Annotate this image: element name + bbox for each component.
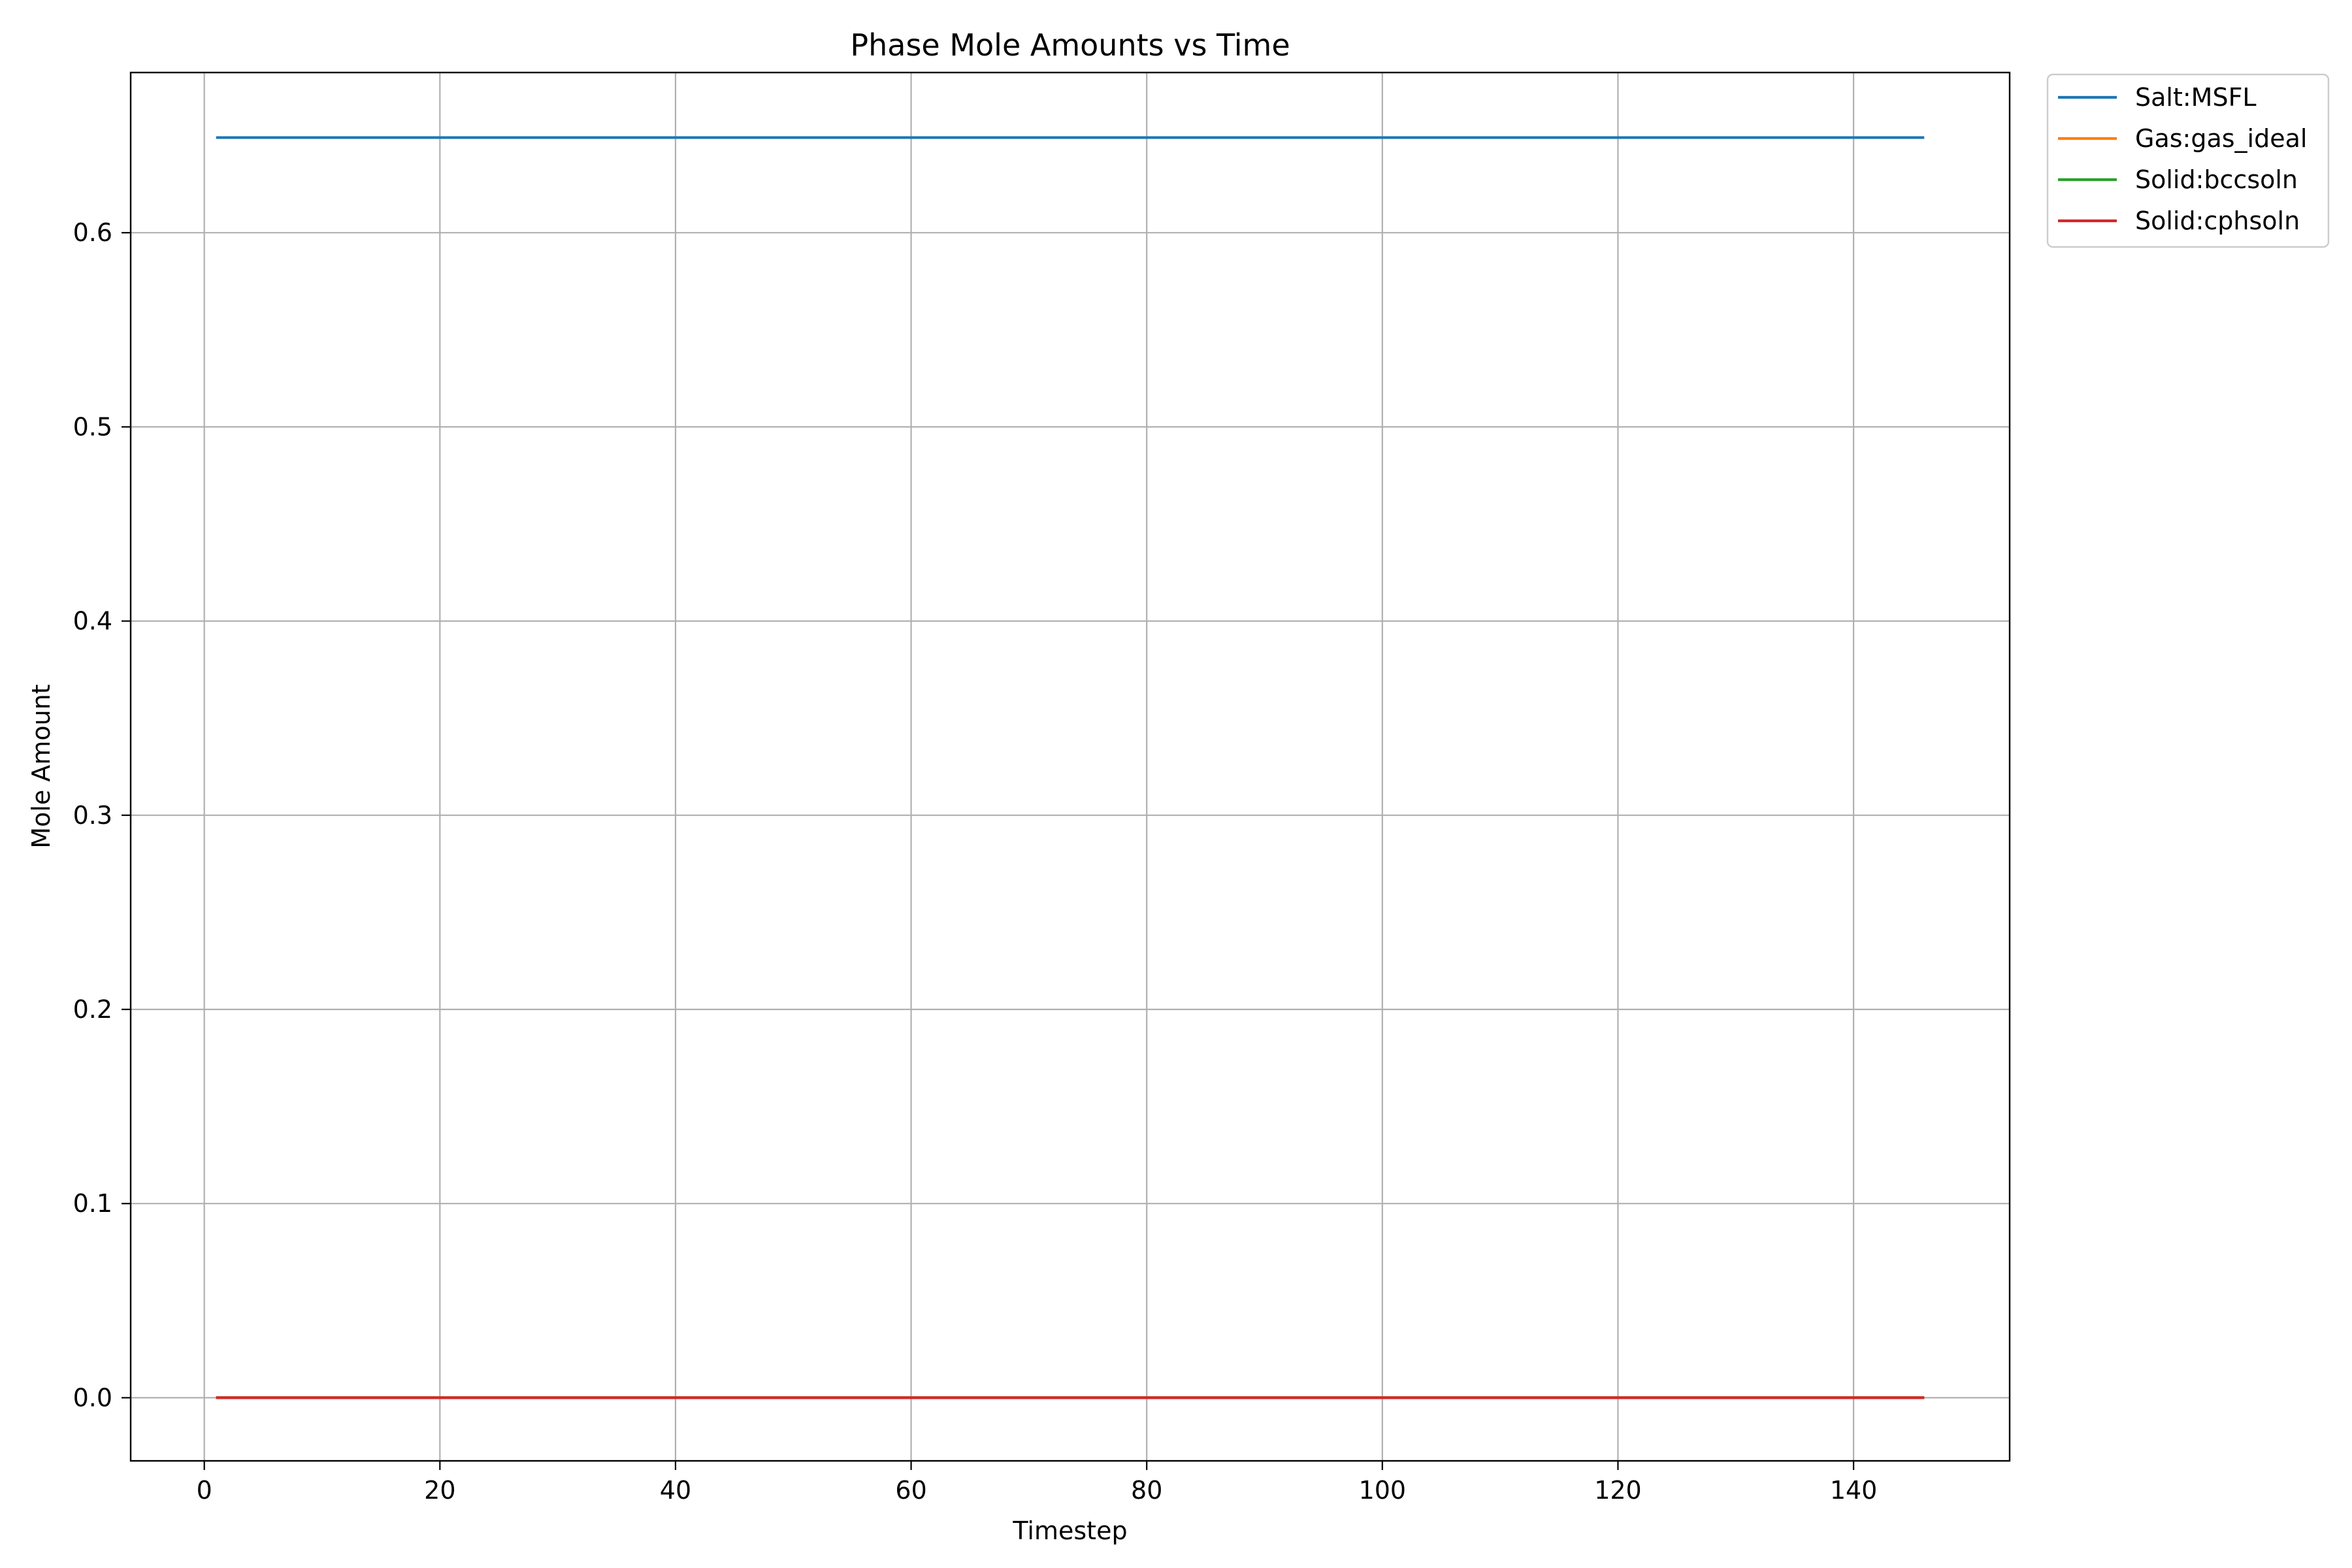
plot-area-frame bbox=[129, 71, 2011, 1462]
x-tick-label: 140 bbox=[1830, 1476, 1878, 1505]
x-tick-label: 20 bbox=[424, 1476, 455, 1505]
y-axis-ticks: 0.0 0.1 0.2 0.3 0.4 0.5 0.6 bbox=[73, 218, 131, 1412]
x-tick-label: 0 bbox=[197, 1476, 212, 1505]
legend-entry: Salt:MSFL bbox=[2058, 83, 2257, 112]
y-tick-label: 0.0 bbox=[73, 1383, 112, 1412]
y-axis-title: Mole Amount bbox=[27, 684, 56, 848]
legend-box bbox=[2046, 73, 2330, 248]
x-tick-label: 120 bbox=[1594, 1476, 1642, 1505]
legend-label: Solid:bccsoln bbox=[2135, 165, 2298, 194]
series-lines bbox=[216, 136, 1925, 1399]
grid-lines bbox=[131, 73, 2010, 1461]
legend-entry: Solid:bccsoln bbox=[2058, 165, 2298, 194]
legend-entry: Solid:cphsoln bbox=[2058, 206, 2300, 235]
y-tick-label: 0.4 bbox=[73, 607, 112, 636]
y-tick-label: 0.6 bbox=[73, 218, 112, 247]
y-tick-label: 0.1 bbox=[73, 1189, 112, 1218]
chart-title: Phase Mole Amounts vs Time bbox=[850, 27, 1290, 63]
x-tick-label: 60 bbox=[895, 1476, 926, 1505]
x-tick-label: 100 bbox=[1359, 1476, 1407, 1505]
legend-entry: Gas:gas_ideal bbox=[2058, 124, 2307, 153]
y-tick-label: 0.3 bbox=[73, 801, 112, 830]
legend: Salt:MSFL Gas:gas_ideal Solid:bccsoln Solid… bbox=[2046, 73, 2330, 248]
legend-label: Solid:cphsoln bbox=[2135, 206, 2300, 235]
y-tick-label: 0.5 bbox=[73, 412, 112, 441]
y-tick-label: 0.2 bbox=[73, 995, 112, 1024]
x-axis-title: Timestep bbox=[1012, 1516, 1127, 1545]
x-tick-label: 80 bbox=[1131, 1476, 1162, 1505]
x-tick-label: 40 bbox=[660, 1476, 691, 1505]
legend-label: Salt:MSFL bbox=[2135, 83, 2257, 112]
legend-label: Gas:gas_ideal bbox=[2135, 124, 2307, 153]
x-axis-ticks: 0 20 40 60 80 100 120 140 bbox=[197, 1461, 1878, 1505]
